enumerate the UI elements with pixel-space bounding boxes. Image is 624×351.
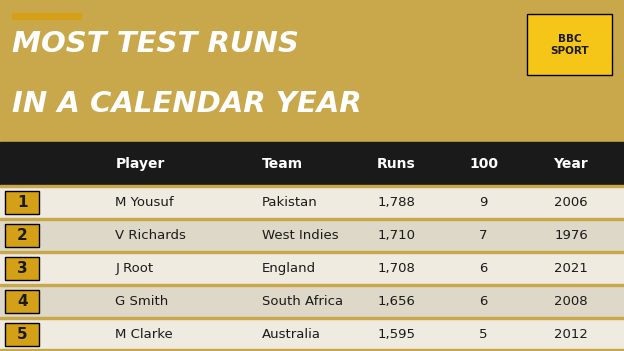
Text: 2021: 2021 [554,262,588,275]
Text: IN A CALENDAR YEAR: IN A CALENDAR YEAR [12,90,362,118]
Text: Team: Team [262,157,303,171]
Bar [0,219,624,252]
Bar [12,13,81,19]
Text: Player: Player [115,157,165,171]
Text: 9: 9 [479,196,488,209]
Text: 100: 100 [469,157,498,171]
Text: West Indies: West Indies [262,229,339,242]
FancyBboxPatch shape [5,290,39,313]
Bar [0,218,624,220]
Text: 1,656: 1,656 [378,295,415,308]
Text: South Africa: South Africa [262,295,343,308]
Text: MOST TEST RUNS: MOST TEST RUNS [12,30,300,58]
Text: 1976: 1976 [554,229,588,242]
Text: 1,710: 1,710 [378,229,415,242]
Text: 3: 3 [17,261,27,276]
Text: 2012: 2012 [554,328,588,341]
Bar [0,317,624,319]
Text: 1,595: 1,595 [378,328,415,341]
Text: Runs: Runs [377,157,416,171]
Bar [0,185,624,187]
Text: V Richards: V Richards [115,229,187,242]
Text: 2: 2 [17,228,27,243]
Bar [0,142,624,186]
Text: 5: 5 [17,327,27,342]
Text: 7: 7 [479,229,488,242]
Text: 4: 4 [17,294,27,309]
Bar [0,318,624,351]
Text: 1,788: 1,788 [378,196,415,209]
Text: BBC
SPORT: BBC SPORT [550,34,588,55]
Bar [0,349,624,351]
Text: 5: 5 [479,328,488,341]
Text: 2006: 2006 [554,196,588,209]
Text: Pakistan: Pakistan [262,196,318,209]
Text: Australia: Australia [262,328,321,341]
Text: G Smith: G Smith [115,295,168,308]
Text: J Root: J Root [115,262,154,275]
Text: Year: Year [553,157,588,171]
Text: 1: 1 [17,195,27,210]
Text: M Yousuf: M Yousuf [115,196,174,209]
Text: 6: 6 [479,262,488,275]
Bar [0,285,624,318]
Bar [0,251,624,253]
Bar [0,252,624,285]
FancyBboxPatch shape [5,323,39,346]
FancyBboxPatch shape [527,14,612,75]
FancyBboxPatch shape [5,224,39,247]
Text: 1,708: 1,708 [378,262,415,275]
Text: 2008: 2008 [554,295,588,308]
FancyBboxPatch shape [5,257,39,280]
Text: England: England [262,262,316,275]
Bar [0,186,624,219]
FancyBboxPatch shape [5,191,39,214]
Text: M Clarke: M Clarke [115,328,173,341]
Bar [0,284,624,286]
Text: 6: 6 [479,295,488,308]
